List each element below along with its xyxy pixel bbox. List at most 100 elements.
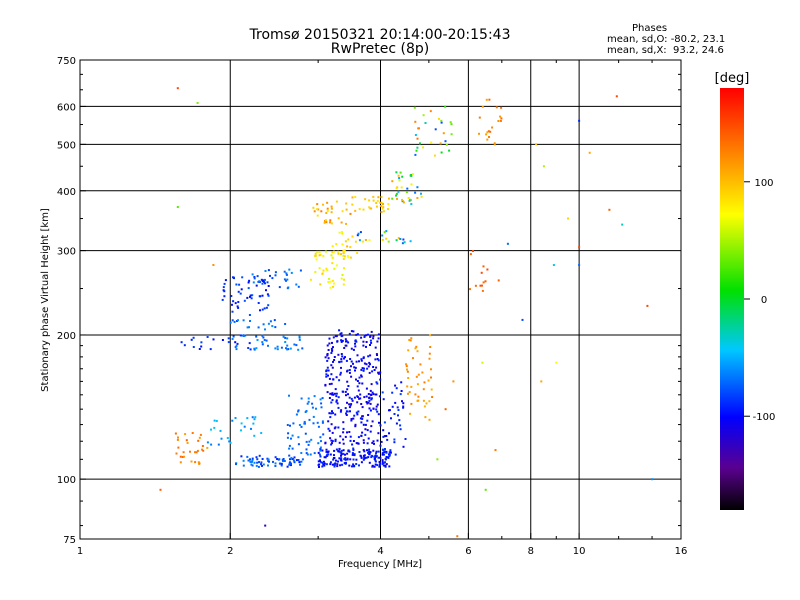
data-point	[247, 459, 250, 462]
data-point	[317, 442, 320, 445]
data-point	[321, 272, 324, 275]
data-point	[334, 413, 337, 416]
data-point	[285, 347, 287, 350]
data-point	[341, 232, 344, 235]
data-point	[370, 454, 373, 457]
data-point	[253, 461, 256, 464]
data-point	[359, 454, 362, 457]
data-point	[266, 281, 269, 284]
data-point	[482, 265, 485, 268]
data-point	[398, 179, 401, 182]
data-point	[394, 401, 397, 404]
data-point	[298, 338, 301, 341]
data-point	[267, 294, 270, 297]
data-point	[355, 463, 358, 465]
data-point	[251, 464, 254, 467]
data-point	[376, 464, 379, 467]
data-point	[177, 446, 180, 449]
data-point	[198, 462, 201, 465]
data-point	[371, 391, 374, 394]
data-point	[322, 433, 325, 436]
data-point	[200, 345, 203, 348]
data-point	[254, 416, 257, 419]
data-point	[336, 340, 339, 343]
data-point	[368, 448, 371, 451]
data-point	[398, 177, 401, 180]
data-point	[176, 206, 179, 208]
data-point	[332, 336, 335, 339]
data-point	[372, 449, 375, 452]
data-point	[324, 441, 327, 444]
data-point	[235, 348, 238, 351]
data-point	[351, 196, 354, 199]
data-point	[367, 456, 370, 459]
data-point	[487, 130, 490, 133]
data-point	[370, 456, 373, 459]
data-point	[362, 356, 365, 359]
data-point	[206, 446, 209, 449]
data-point	[328, 429, 331, 432]
data-point	[350, 397, 353, 400]
data-point	[309, 453, 312, 456]
data-point	[362, 439, 365, 442]
data-point	[372, 199, 375, 202]
data-point	[375, 366, 378, 369]
data-point	[396, 406, 399, 409]
data-point	[319, 283, 322, 286]
data-point	[338, 329, 341, 332]
data-point	[350, 418, 353, 420]
data-point	[293, 461, 296, 464]
data-point	[251, 273, 254, 276]
data-point	[361, 367, 364, 370]
data-point	[552, 264, 555, 266]
data-point	[615, 95, 618, 98]
data-point	[434, 154, 436, 157]
data-point	[250, 297, 253, 300]
data-point	[408, 391, 411, 394]
data-point	[349, 256, 352, 259]
data-point	[327, 349, 330, 351]
data-point	[240, 429, 242, 432]
data-point	[329, 437, 332, 440]
data-point	[391, 405, 394, 408]
data-point	[258, 280, 261, 283]
data-point	[369, 409, 372, 412]
data-point	[358, 464, 360, 467]
data-point	[377, 456, 380, 459]
data-point	[352, 348, 355, 351]
data-point	[368, 452, 371, 455]
data-point	[372, 393, 375, 396]
data-point	[362, 449, 365, 451]
data-point	[345, 359, 348, 362]
data-point	[232, 300, 235, 303]
data-point	[485, 98, 488, 101]
data-point	[368, 199, 371, 202]
data-point	[365, 387, 368, 390]
data-point	[452, 380, 455, 383]
data-point	[367, 393, 370, 395]
data-point	[241, 276, 244, 279]
data-point	[372, 335, 375, 338]
data-point	[371, 464, 374, 467]
data-point	[340, 459, 343, 462]
data-point	[366, 367, 369, 370]
data-point	[499, 115, 502, 118]
data-point	[366, 429, 369, 432]
data-point	[391, 180, 394, 183]
data-point	[300, 397, 303, 400]
data-point	[260, 463, 262, 466]
data-point	[369, 393, 372, 396]
x-axis-title: Frequency [MHz]	[338, 559, 422, 570]
data-point	[267, 285, 270, 287]
data-point	[347, 341, 350, 344]
data-point	[297, 409, 300, 412]
data-point	[351, 452, 354, 455]
data-point	[348, 396, 351, 399]
data-point	[393, 438, 396, 441]
data-point	[335, 200, 338, 203]
data-point	[327, 453, 330, 456]
data-point	[301, 458, 304, 461]
data-point	[240, 288, 243, 291]
data-point	[368, 239, 371, 242]
data-point	[395, 171, 398, 174]
